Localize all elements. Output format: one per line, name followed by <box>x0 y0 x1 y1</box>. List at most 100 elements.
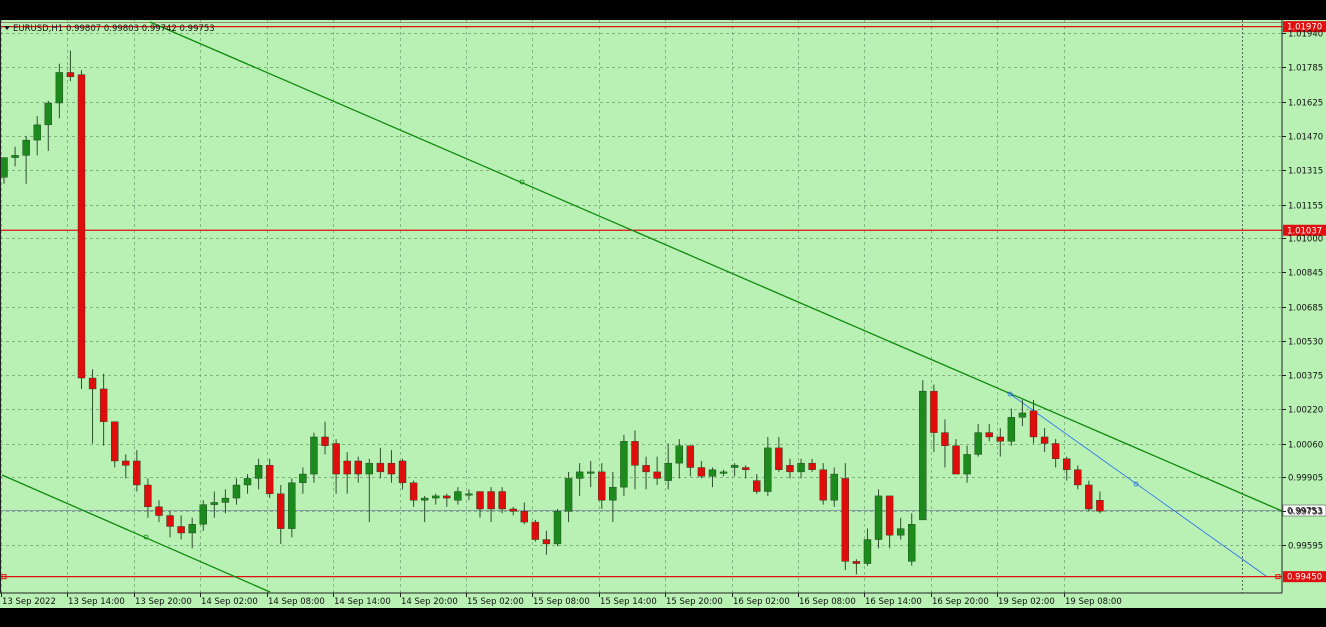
plot-background <box>0 20 1282 593</box>
candle-bear <box>166 515 174 527</box>
x-tick-label: 16 Sep 08:00 <box>799 597 856 607</box>
candle-bull <box>199 504 207 525</box>
candle-bull <box>874 495 883 540</box>
candle-bear <box>387 462 396 475</box>
candle-bear <box>498 491 506 510</box>
y-tick-label: 1.01155 <box>1288 202 1323 212</box>
y-tick-label: 1.00220 <box>1288 406 1323 416</box>
candle-bull <box>675 445 683 464</box>
y-tick-label: 1.01625 <box>1288 99 1323 109</box>
x-axis: 13 Sep 2022 13 Sep 14:00 13 Sep 20:00 14 Se… <box>1 593 1122 607</box>
candle-bear <box>697 467 706 477</box>
candle-bear <box>786 465 794 473</box>
candle-bear <box>409 482 418 501</box>
x-tick-label: 15 Sep 14:00 <box>600 597 657 607</box>
y-tick-label: 0.99595 <box>1288 542 1323 552</box>
symbol-dropdown-icon[interactable] <box>4 26 10 30</box>
candle-bull <box>454 491 462 501</box>
candle-bull <box>243 478 252 486</box>
candle-bull <box>908 524 916 562</box>
candle-bull <box>0 157 8 178</box>
candle-bull <box>719 471 728 474</box>
x-tick-label: 14 Sep 20:00 <box>401 597 458 607</box>
trendlines <box>1 21 1283 593</box>
x-tick-label: 19 Sep 02:00 <box>998 597 1055 607</box>
candle-bear <box>1063 458 1071 470</box>
candle-bear <box>144 484 152 508</box>
candle-bull <box>587 471 595 474</box>
level-badge <box>1283 224 1326 236</box>
candle-bear <box>443 495 451 499</box>
candle-bear <box>487 491 495 510</box>
candle-bull <box>708 469 717 477</box>
candle-bear <box>808 462 816 470</box>
x-tick-label: 14 Sep 02:00 <box>201 597 258 607</box>
y-tick-label: 1.00530 <box>1288 338 1323 348</box>
candle-bull <box>22 139 30 156</box>
candle-bear <box>631 441 639 466</box>
candle-bear <box>741 467 750 470</box>
candle-bull <box>664 462 672 481</box>
candle-bull <box>896 528 905 536</box>
level-badge <box>1283 571 1326 583</box>
level-anchor <box>1 574 7 580</box>
candle-bear <box>476 491 484 510</box>
candle-bear <box>1051 443 1060 459</box>
candle-bear <box>398 460 407 483</box>
level-label: 1.01970 <box>1287 23 1322 33</box>
candle-bull <box>730 465 739 468</box>
trendline-anchor <box>1133 481 1139 487</box>
candle-bull <box>299 473 307 483</box>
candle-bear <box>155 506 163 516</box>
level-label: 0.99450 <box>1287 573 1322 583</box>
candle-bear <box>1096 500 1104 512</box>
candle-bear <box>343 460 351 475</box>
y-tick-label: 1.00685 <box>1288 304 1323 314</box>
candle-bear <box>841 478 850 562</box>
candle-bull <box>974 432 982 455</box>
candle-bull <box>254 465 263 479</box>
candle-bull <box>310 436 318 475</box>
candle-bear <box>122 460 130 466</box>
candle-bear <box>642 465 650 473</box>
ohlc-readout: 0.99807 0.99803 0.99742 0.99753 <box>66 24 215 34</box>
candle-bear <box>852 561 861 564</box>
y-tick-label: 1.01315 <box>1288 167 1323 177</box>
candle-bear <box>598 471 606 501</box>
chart-header: EURUSD,H1 0.99807 0.99803 0.99742 0.9975… <box>4 24 215 34</box>
candle-bear <box>542 539 551 545</box>
trendline-support <box>1 474 271 593</box>
candle-bear <box>985 432 993 438</box>
candle-bull <box>797 462 805 473</box>
candle-bear <box>332 443 340 475</box>
candle-bear <box>930 390 938 433</box>
trendline-resistance <box>149 21 1283 512</box>
candle-bull <box>55 72 64 104</box>
candle-bull <box>564 478 573 512</box>
candle-bull <box>963 454 971 475</box>
candle-bear <box>277 493 285 529</box>
candle-bull <box>1007 417 1016 442</box>
candle-bear <box>1074 469 1082 486</box>
x-tick-label: 14 Sep 14:00 <box>334 597 391 607</box>
current-price-label: 0.99753 <box>1287 507 1322 517</box>
candle-bull <box>221 497 230 503</box>
x-tick-label: 14 Sep 08:00 <box>268 597 325 607</box>
y-tick-label: 1.00375 <box>1288 372 1323 382</box>
x-tick-label: 16 Sep 14:00 <box>865 597 922 607</box>
trendline-anchor <box>1007 391 1013 397</box>
candle-bull <box>210 502 219 505</box>
trendline-anchor <box>519 179 525 185</box>
x-tick-label: 16 Sep 20:00 <box>932 597 989 607</box>
candle-bear <box>354 460 362 475</box>
y-tick-label: 1.00845 <box>1288 269 1323 279</box>
x-axis-background <box>0 593 1326 608</box>
candle-bull <box>232 484 241 499</box>
candle-bull <box>11 155 19 158</box>
candle-bull <box>44 102 52 126</box>
candle-bear <box>133 460 141 486</box>
candle-bull <box>420 497 429 501</box>
top-bar <box>0 0 1326 20</box>
trendline-anchor <box>143 534 149 540</box>
